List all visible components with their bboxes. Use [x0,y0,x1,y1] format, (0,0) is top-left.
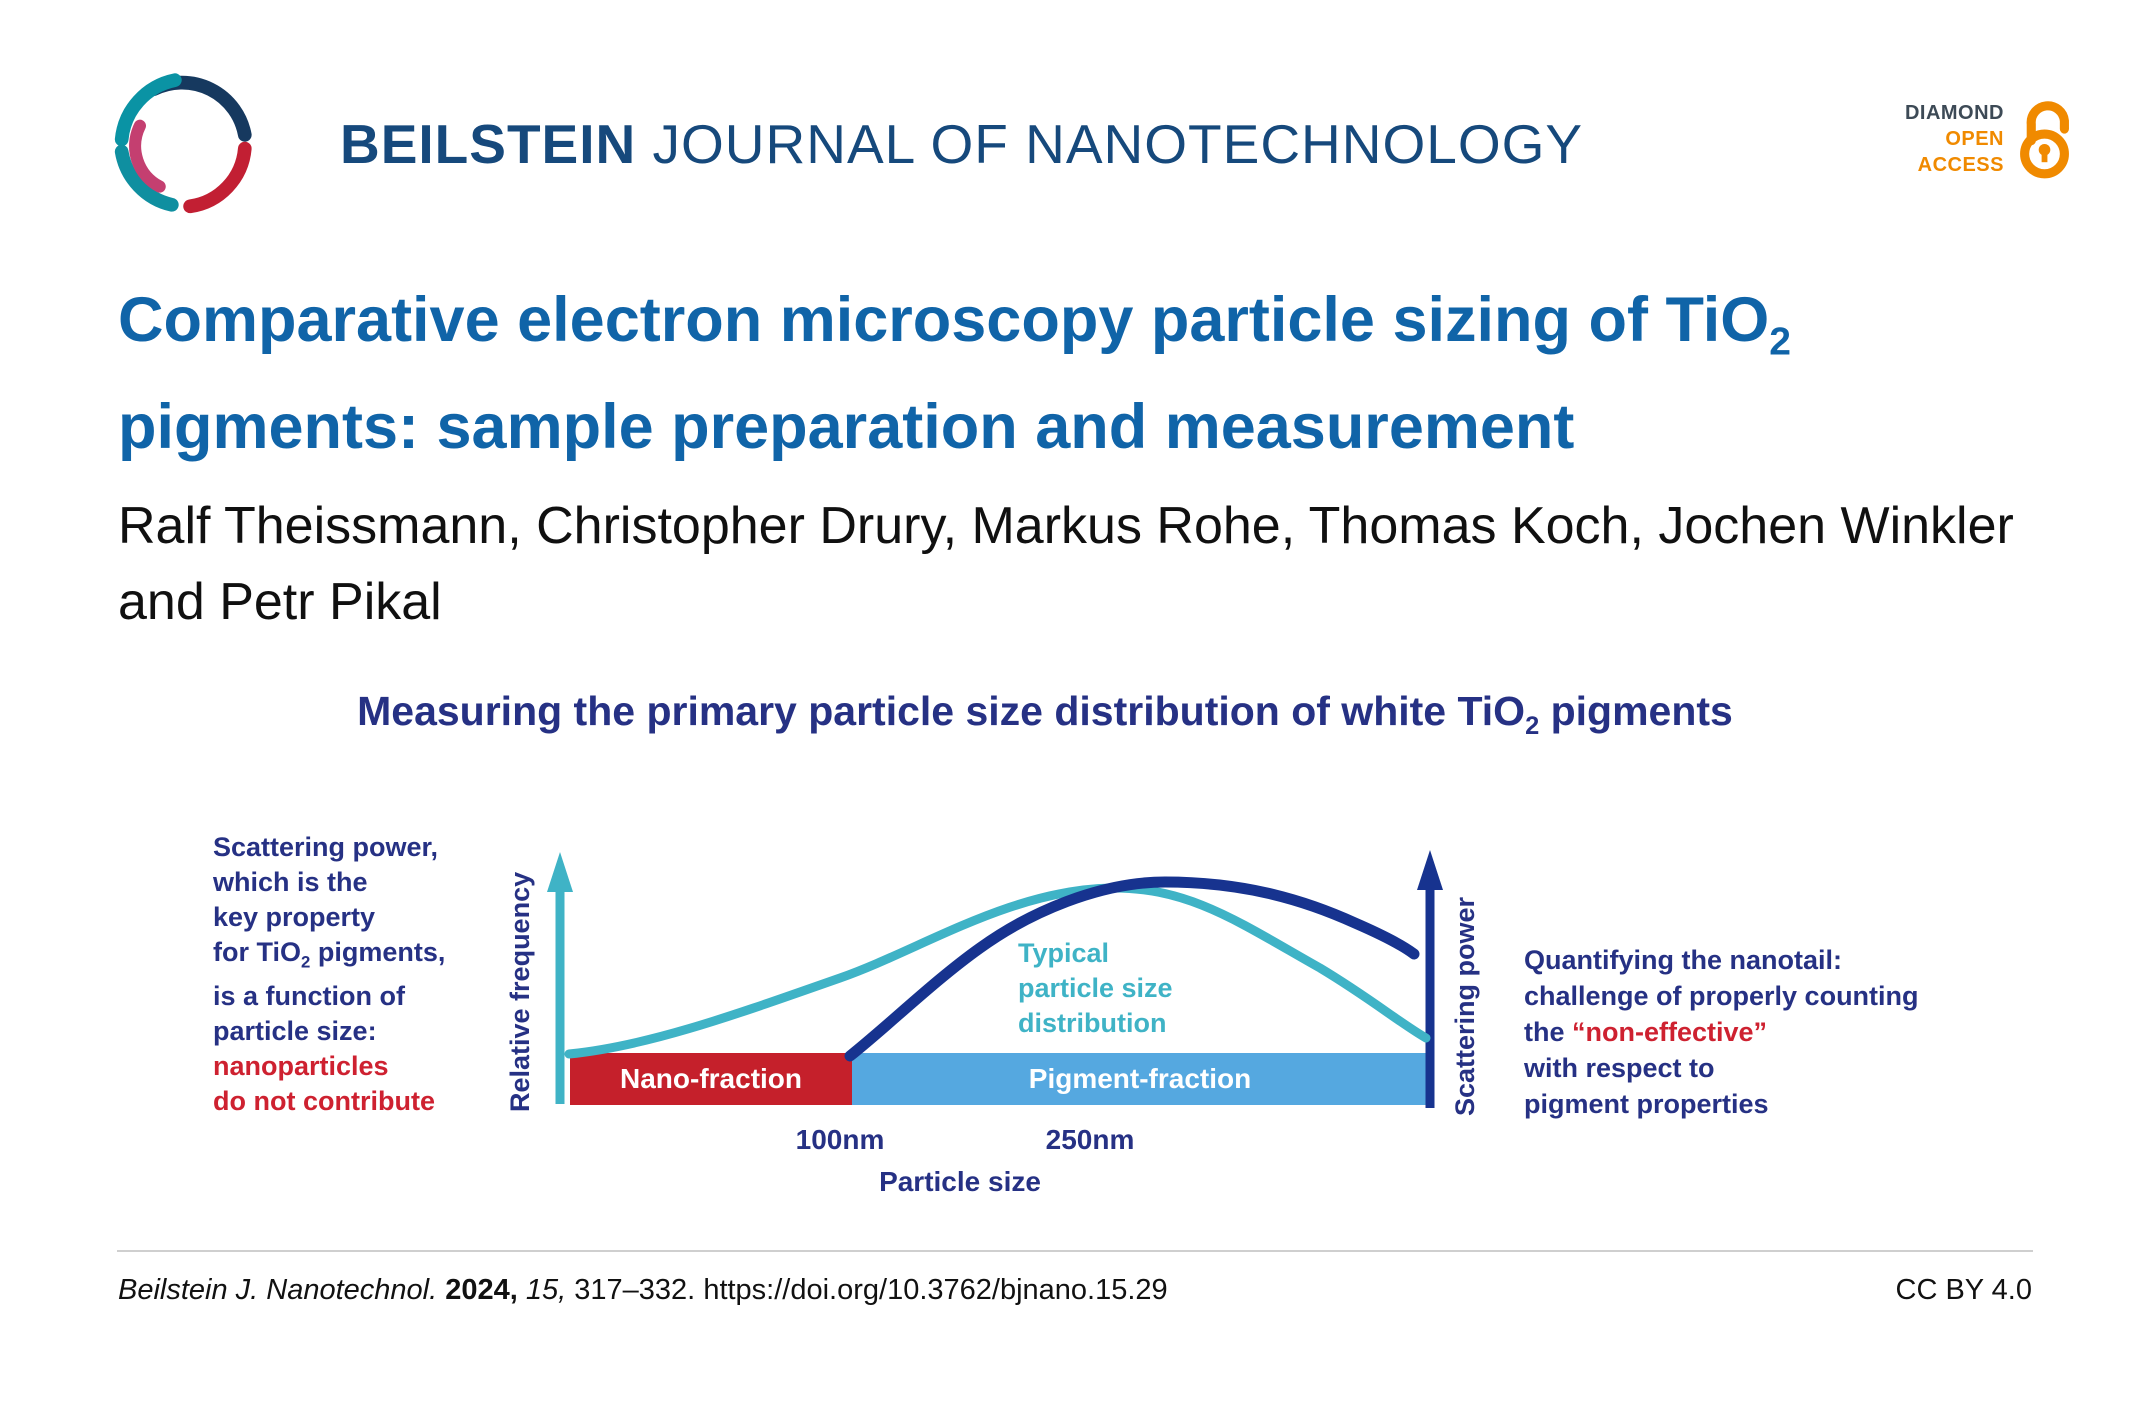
figure-heading-subscript: 2 [1525,712,1540,741]
nano-fraction-label: Nano-fraction [620,1063,802,1094]
scattering-power-axis-label: Scattering power [1450,896,1480,1116]
journal-name-rest: JOURNAL OF NANOTECHNOLOGY [652,113,1584,175]
pigment-fraction-bar: Pigment-fraction [852,1053,1428,1105]
particle-size-distribution-curve [564,883,1431,1059]
citation-year: 2024, [445,1274,518,1306]
pigment-fraction-label: Pigment-fraction [1028,1063,1252,1094]
title-subscript: 2 [1769,320,1792,364]
license-label: CC BY 4.0 [1895,1274,2032,1306]
non-effective-highlight: “non-effective” [1572,1017,1768,1047]
open-access-lock-icon [2020,101,2069,179]
citation: Beilstein J. Nanotechnol. 2024, 15, 317–… [118,1274,1168,1307]
badge-access-label: ACCESS [1917,154,2004,176]
figure-heading: Measuring the primary particle size dist… [357,688,1733,741]
diamond-open-access-badge: DIAMOND OPEN ACCESS [1905,96,2076,182]
x-axis-label: Particle size [879,1166,1041,1197]
citation-pages: 317–332. [574,1274,696,1306]
journal-name-bold: BEILSTEIN [340,113,637,175]
badge-open-label: OPEN [1945,128,2004,150]
distribution-curves-plot [547,850,1443,1108]
nanotail-note: Quantifying the nanotail: challenge of p… [1524,945,1919,1119]
citation-journal: Beilstein J. Nanotechnol. [118,1274,438,1306]
authors-line2: and Petr Pikal [118,573,442,631]
article-authors: Ralf Theissmann, Christopher Drury, Mark… [118,488,2018,640]
authors-line1: Ralf Theissmann, Christopher Drury, Mark… [118,497,2014,555]
open-access-badge-text: DIAMOND OPEN ACCESS [1905,100,2004,178]
article-title-line1: Comparative electron microscopy particle… [118,285,1792,364]
distribution-curve-label: Typical particle size distribution [1018,938,1173,1038]
x-tick-100nm: 100nm [795,1124,885,1155]
y-axis-label: Relative frequency [505,871,535,1112]
x-tick-250nm: 250nm [1045,1124,1135,1155]
nanoparticles-warning-line1: nanoparticles [213,1051,389,1082]
nanoparticles-warning-line2: do not contribute [213,1086,435,1117]
article-title: Comparative electron microscopy particle… [118,278,2018,469]
citation-doi-link[interactable]: https://doi.org/10.3762/bjnano.15.29 [703,1274,1168,1306]
beilstein-logo [114,73,252,214]
article-title-line2: pigments: sample preparation and measure… [118,391,1575,462]
journal-name: BEILSTEIN JOURNAL OF NANOTECHNOLOGY [340,112,1583,176]
footer-divider [117,1250,2033,1252]
citation-volume: 15, [525,1274,567,1306]
badge-diamond-label: DIAMOND [1904,102,2004,124]
nano-fraction-bar: Nano-fraction [570,1053,852,1105]
scattering-power-note: Scattering power, which is the key prope… [213,830,445,1119]
